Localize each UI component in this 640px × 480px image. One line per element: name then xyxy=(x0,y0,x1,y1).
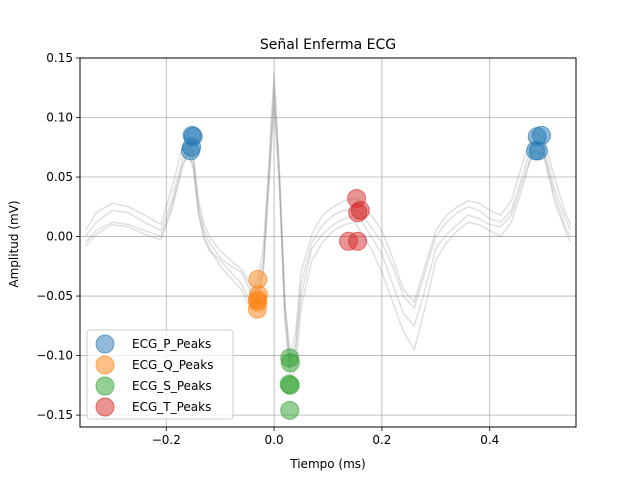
y-tick-label: 0.15 xyxy=(46,51,73,65)
ecg-t-peaks-point xyxy=(348,231,368,251)
legend-marker xyxy=(95,397,115,417)
y-tick-label: 0.00 xyxy=(46,230,73,244)
legend-marker xyxy=(95,355,115,375)
y-tick-label: 0.10 xyxy=(46,111,73,125)
y-tick-label: −0.15 xyxy=(36,408,73,422)
ecg-trace-line xyxy=(84,72,572,356)
ecg-s-peaks-point xyxy=(280,375,300,395)
x-axis-label: Tiempo (ms) xyxy=(289,457,365,471)
ecg-s-peaks-point xyxy=(280,400,300,420)
legend-marker xyxy=(95,334,115,354)
peak-points xyxy=(181,125,551,420)
ecg-p-peaks-point xyxy=(181,141,201,161)
x-tick-label: 0.4 xyxy=(480,433,499,447)
plot-frame xyxy=(79,57,577,428)
ecg-s-peaks-point xyxy=(280,353,300,373)
legend-label: ECG_T_Peaks xyxy=(132,400,211,414)
x-tick-label: −0.2 xyxy=(152,433,181,447)
legend: ECG_P_Peaks ECG_Q_Peaks ECG_S_Peaks ECG_T_P… xyxy=(86,329,234,420)
ecg-trace-line xyxy=(84,81,572,362)
x-tick-label: 0.2 xyxy=(372,433,391,447)
legend-marker xyxy=(95,376,115,396)
legend-label: ECG_S_Peaks xyxy=(132,379,212,393)
ecg-q-peaks-point xyxy=(247,299,267,319)
legend-label: ECG_Q_Peaks xyxy=(132,358,213,372)
legend-box xyxy=(86,329,234,420)
ecg-t-peaks-point xyxy=(348,203,368,223)
ecg-p-peaks-point xyxy=(528,141,548,161)
ecg-trace-line xyxy=(84,105,572,383)
x-tick-label: 0.0 xyxy=(265,433,284,447)
y-axis-label: Amplitud (mV) xyxy=(7,200,21,287)
y-tick-label: 0.05 xyxy=(46,170,73,184)
y-tick-label: −0.05 xyxy=(36,289,73,303)
axis-ticks: −0.2 0.0 0.2 0.4 −0.15 −0.10 −0.05 0.00 0.05 0.10… xyxy=(36,51,499,447)
chart-title: Señal Enferma ECG xyxy=(260,37,396,53)
legend-label: ECG_P_Peaks xyxy=(132,337,211,351)
y-tick-label: −0.10 xyxy=(36,349,73,363)
ecg-trace-line xyxy=(84,93,572,371)
